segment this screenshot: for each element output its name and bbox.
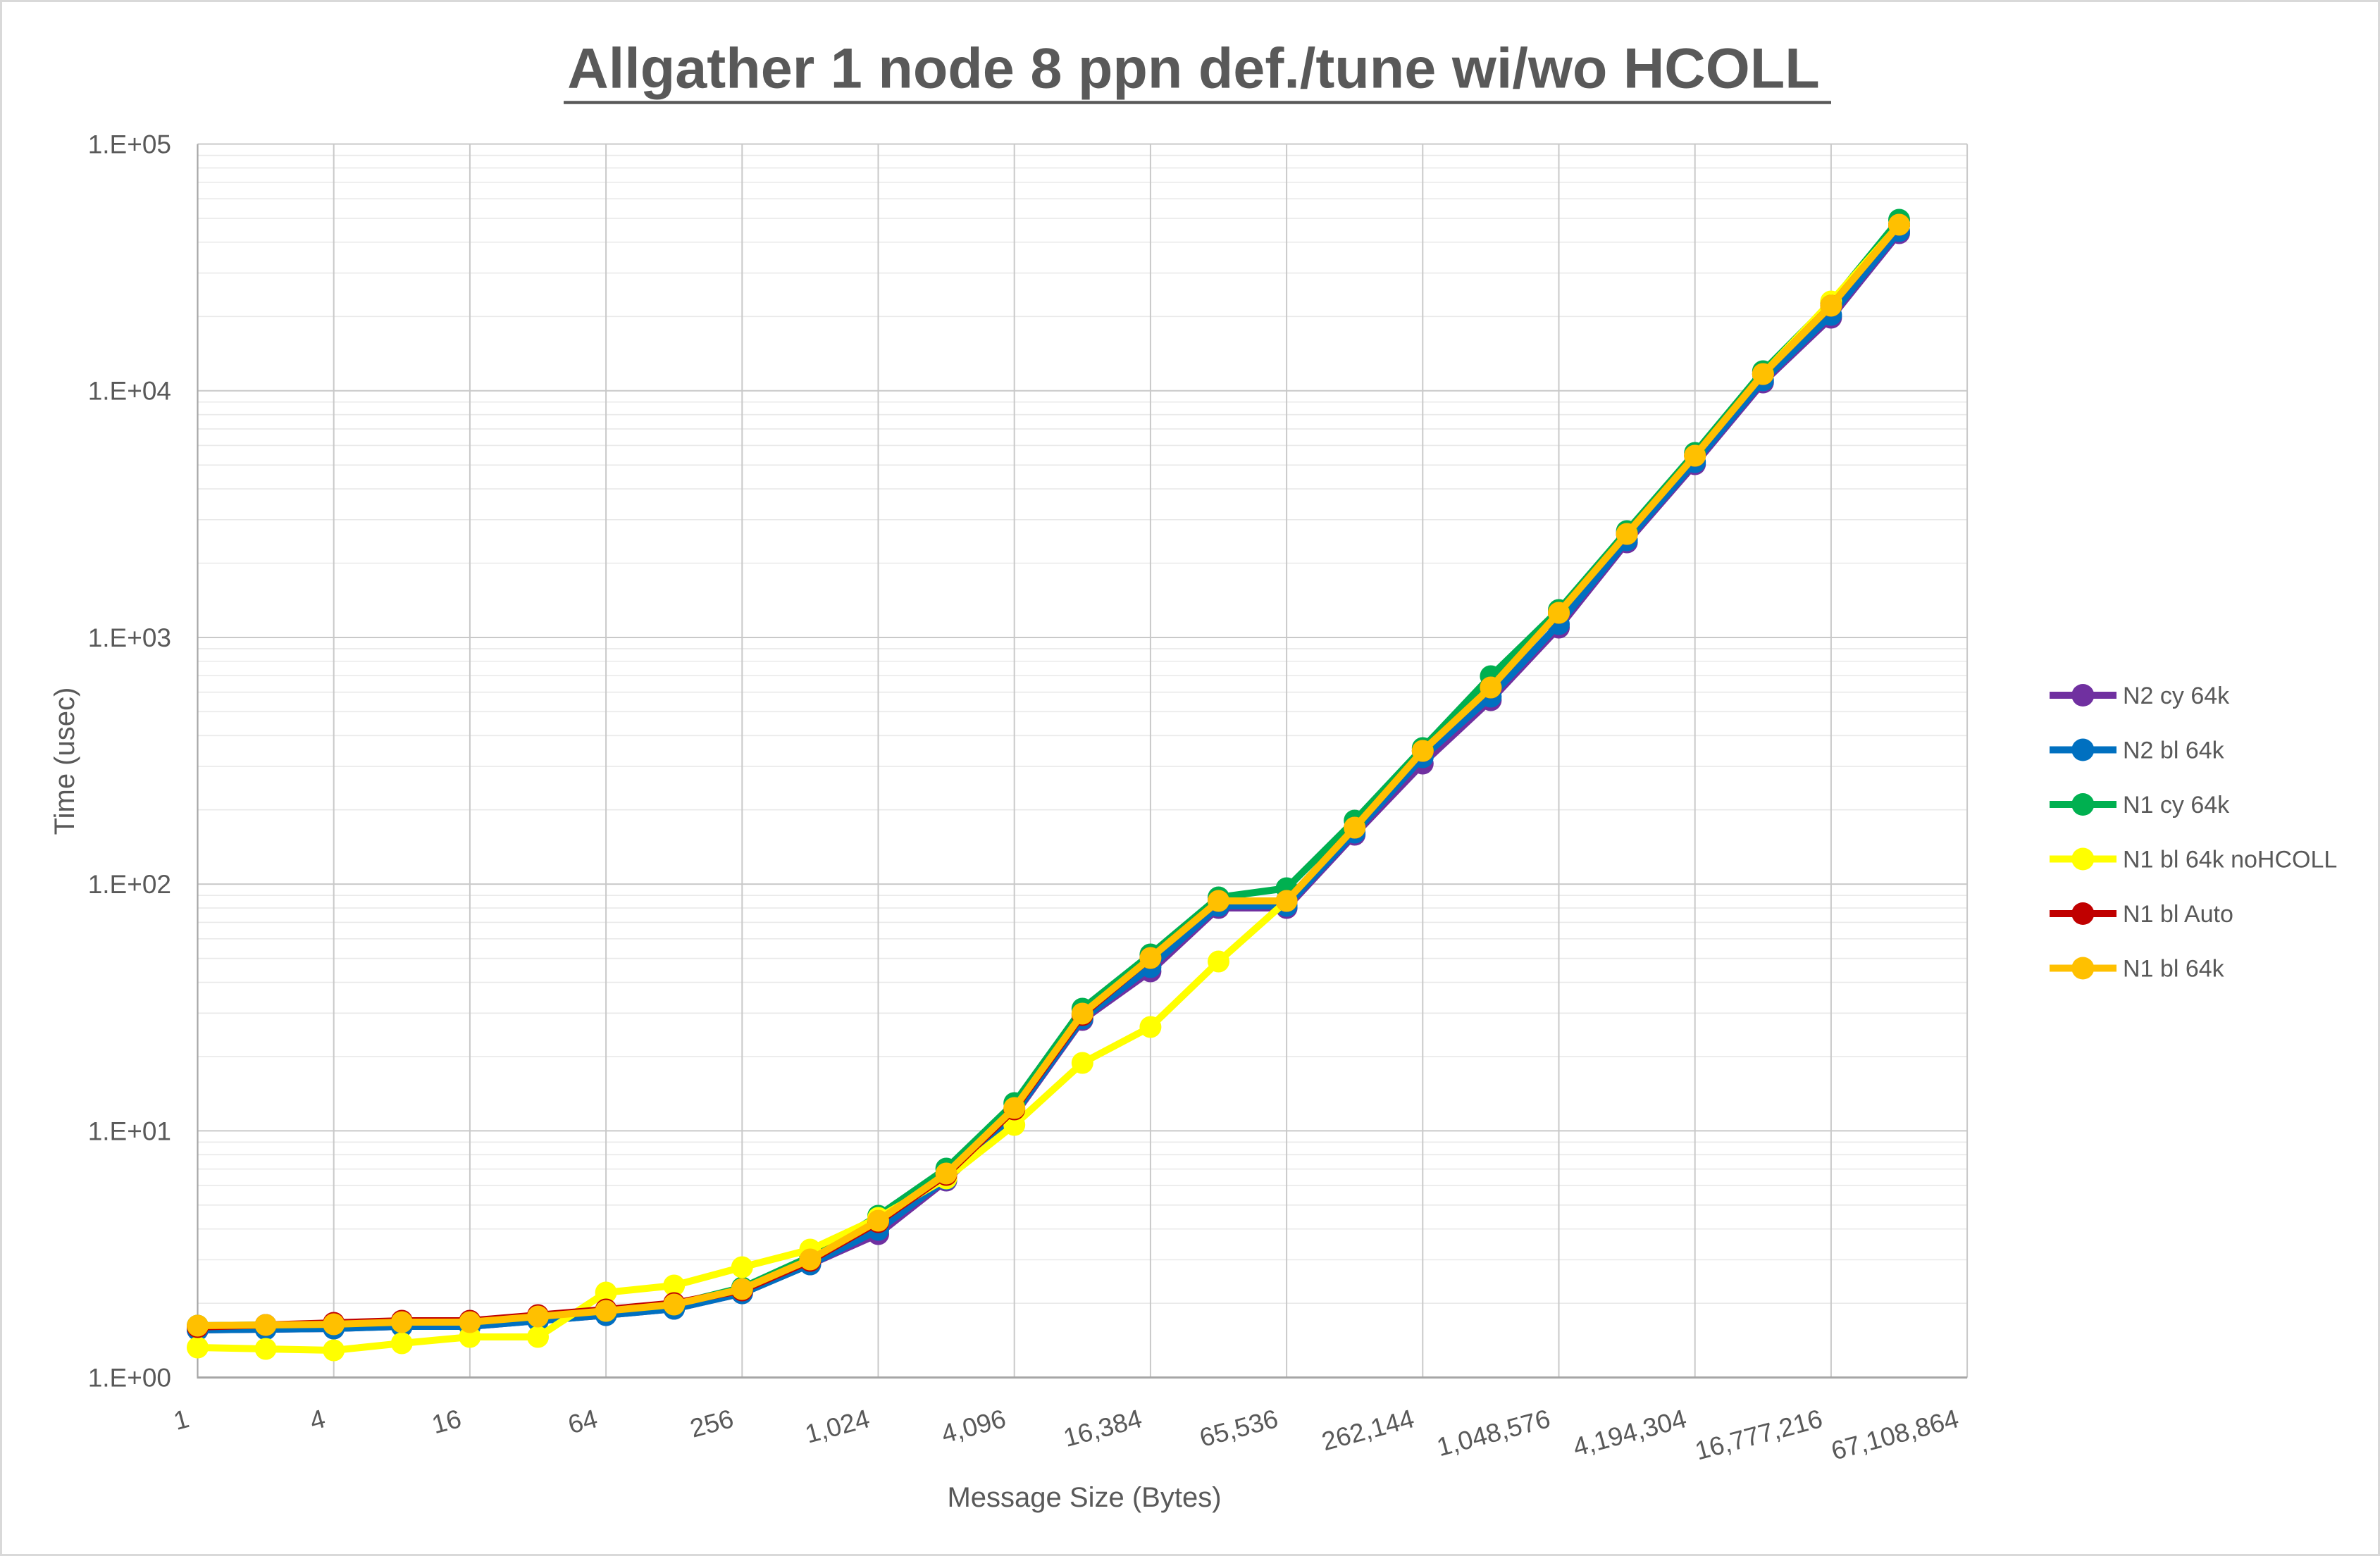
svg-text:N1 bl Auto: N1 bl Auto [2123, 901, 2233, 928]
svg-text:N1 bl 64k noHCOLL: N1 bl 64k noHCOLL [2123, 847, 2337, 873]
svg-text:1.E+03: 1.E+03 [88, 623, 171, 652]
svg-text:1.E+05: 1.E+05 [88, 130, 171, 159]
svg-text:N2 cy 64k: N2 cy 64k [2123, 683, 2230, 709]
svg-text:Message Size (Bytes): Message Size (Bytes) [947, 1482, 1221, 1513]
svg-text:1.E+00: 1.E+00 [88, 1364, 171, 1393]
svg-text:N1 bl 64k: N1 bl 64k [2123, 956, 2225, 983]
svg-text:1.E+01: 1.E+01 [88, 1116, 171, 1145]
svg-text:N2 bl 64k: N2 bl 64k [2123, 737, 2225, 764]
svg-text:1.E+04: 1.E+04 [88, 377, 171, 406]
svg-text:N1 cy 64k: N1 cy 64k [2123, 792, 2230, 819]
svg-text:Time (usec): Time (usec) [49, 687, 80, 835]
svg-text:Allgather 1 node 8 ppn def./tu: Allgather 1 node 8 ppn def./tune wi/wo H… [567, 37, 1820, 101]
svg-text:1.E+02: 1.E+02 [88, 870, 171, 899]
